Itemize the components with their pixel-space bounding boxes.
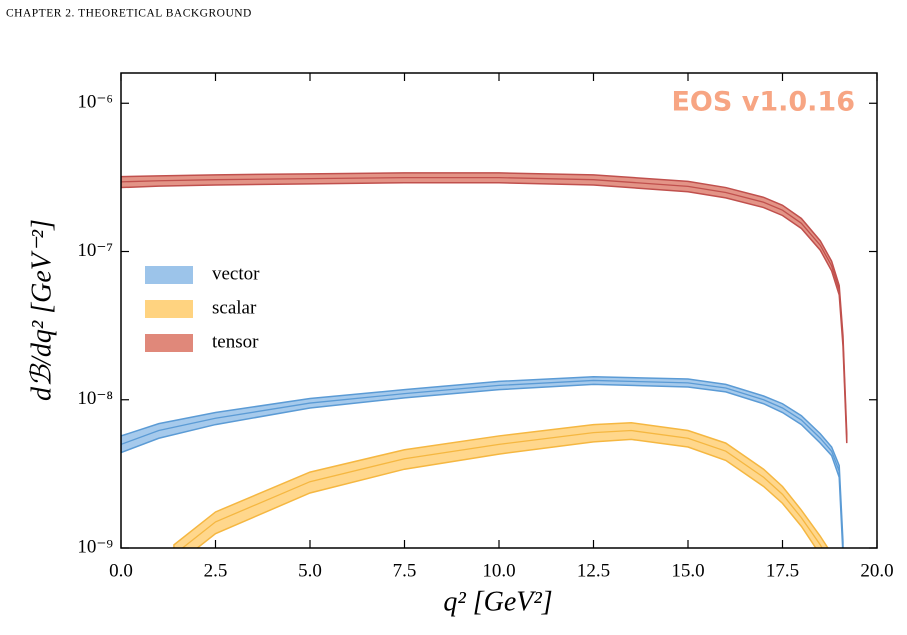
central-line xyxy=(121,176,848,439)
legend-label: tensor xyxy=(212,331,259,352)
uncertainty-band xyxy=(121,172,848,444)
legend-swatch xyxy=(145,300,193,318)
legend-label: scalar xyxy=(212,297,257,318)
x-tick-label: 0.0 xyxy=(109,560,133,581)
x-tick-label: 2.5 xyxy=(204,560,228,581)
y-tick-label: 10⁻⁶ xyxy=(77,92,113,113)
y-tick-label: 10⁻⁷ xyxy=(77,240,113,261)
y-axis-label: dℬ/dq² [GeV⁻²] xyxy=(26,219,57,401)
x-tick-label: 15.0 xyxy=(671,560,704,581)
x-tick-label: 5.0 xyxy=(298,560,322,581)
uncertainty-band xyxy=(173,421,829,548)
page-header: CHAPTER 2. THEORETICAL BACKGROUND xyxy=(6,8,252,20)
legend-swatch xyxy=(145,334,193,352)
x-tick-label: 20.0 xyxy=(860,560,893,581)
x-tick-label: 7.5 xyxy=(393,560,417,581)
plot-area xyxy=(121,172,848,548)
legend-swatch xyxy=(145,266,193,284)
x-tick-label: 17.5 xyxy=(766,560,799,581)
uncertainty-band xyxy=(121,375,844,548)
y-tick-label: 10⁻⁸ xyxy=(77,388,113,409)
central-line xyxy=(181,429,823,548)
central-line xyxy=(121,379,844,548)
x-axis-label: q² [GeV²] xyxy=(443,586,552,617)
y-tick-label: 10⁻⁹ xyxy=(77,536,113,557)
legend-label: vector xyxy=(212,263,260,284)
annotation: EOS v1.0.16 xyxy=(671,87,855,118)
x-tick-label: 10.0 xyxy=(482,560,515,581)
x-tick-label: 12.5 xyxy=(577,560,610,581)
